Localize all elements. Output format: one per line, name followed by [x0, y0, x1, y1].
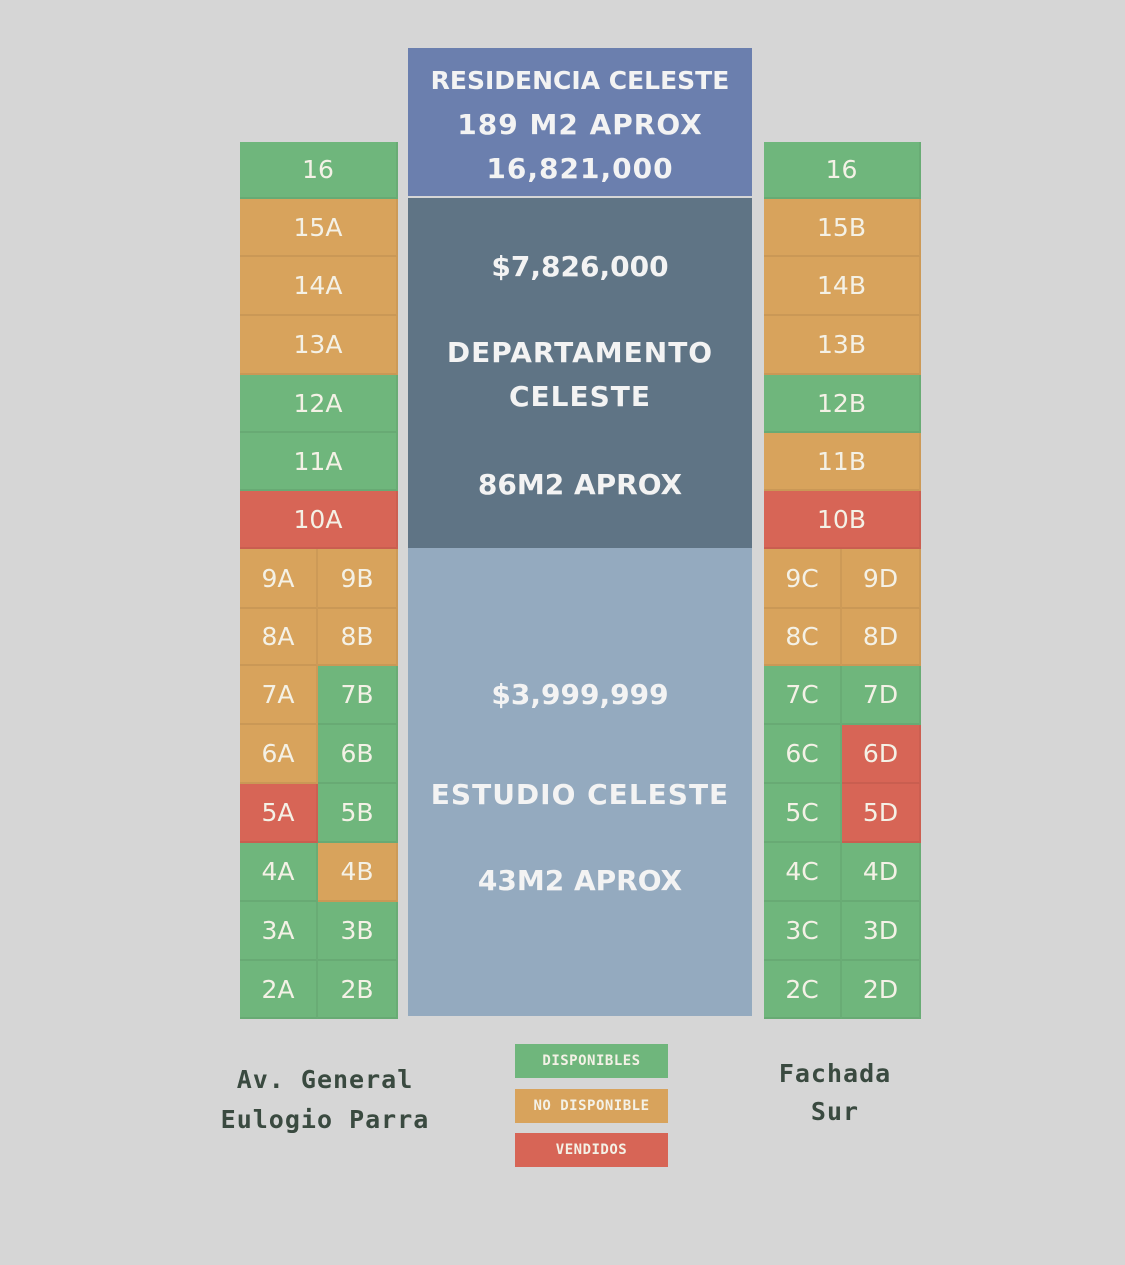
- estudio-celeste-block[interactable]: $3,999,999 ESTUDIO CELESTE 43M2 APROX: [408, 548, 752, 1016]
- legend-disponibles: DISPONIBLES: [515, 1044, 668, 1078]
- left-unit-11a[interactable]: 11A: [240, 433, 398, 491]
- residencia-area: 189 M2 APROX: [457, 108, 703, 141]
- departamento-name-line1: DEPARTAMENTO: [446, 336, 714, 369]
- street-label-line1: Av. General: [236, 1065, 414, 1094]
- right-unit-8d[interactable]: 8D: [842, 609, 921, 666]
- left-unit-8b[interactable]: 8B: [318, 609, 398, 666]
- left-unit-4b[interactable]: 4B: [318, 843, 398, 902]
- estudio-area: 43M2 APROX: [477, 864, 683, 897]
- left-unit-5b[interactable]: 5B: [318, 784, 398, 843]
- right-unit-4d[interactable]: 4D: [842, 843, 921, 902]
- right-unit-3d[interactable]: 3D: [842, 902, 921, 961]
- left-unit-4a[interactable]: 4A: [240, 843, 318, 902]
- left-unit-9b[interactable]: 9B: [318, 549, 398, 609]
- estudio-name: ESTUDIO CELESTE: [430, 778, 730, 811]
- left-unit-5a[interactable]: 5A: [240, 784, 318, 843]
- left-unit-3b[interactable]: 3B: [318, 902, 398, 961]
- right-unit-9d[interactable]: 9D: [842, 549, 921, 609]
- right-unit-10b[interactable]: 10B: [764, 491, 921, 549]
- right-unit-13b[interactable]: 13B: [764, 316, 921, 375]
- facade-label: Fachada Sur: [760, 1055, 910, 1131]
- left-unit-7b[interactable]: 7B: [318, 666, 398, 725]
- residencia-price: 16,821,000: [486, 152, 674, 185]
- departamento-celeste-block[interactable]: $7,826,000 DEPARTAMENTO CELESTE 86M2 APR…: [408, 198, 752, 548]
- left-unit-12a[interactable]: 12A: [240, 375, 398, 433]
- right-unit-8c[interactable]: 8C: [764, 609, 842, 666]
- right-unit-11b[interactable]: 11B: [764, 433, 921, 491]
- right-unit-16[interactable]: 16: [764, 142, 921, 199]
- facade-label-line1: Fachada: [778, 1059, 892, 1088]
- right-unit-12b[interactable]: 12B: [764, 375, 921, 433]
- right-unit-9c[interactable]: 9C: [764, 549, 842, 609]
- left-unit-14a[interactable]: 14A: [240, 257, 398, 316]
- departamento-area: 86M2 APROX: [477, 468, 683, 501]
- departamento-price: $7,826,000: [491, 250, 669, 283]
- left-unit-9a[interactable]: 9A: [240, 549, 318, 609]
- left-unit-6b[interactable]: 6B: [318, 725, 398, 784]
- left-unit-7a[interactable]: 7A: [240, 666, 318, 725]
- estudio-price: $3,999,999: [491, 678, 669, 711]
- left-unit-2a[interactable]: 2A: [240, 961, 318, 1019]
- left-unit-13a[interactable]: 13A: [240, 316, 398, 375]
- right-unit-4c[interactable]: 4C: [764, 843, 842, 902]
- left-unit-15a[interactable]: 15A: [240, 199, 398, 257]
- right-unit-5c[interactable]: 5C: [764, 784, 842, 843]
- departamento-name-line2: CELESTE: [508, 380, 652, 413]
- residencia-name: RESIDENCIA CELESTE: [430, 66, 730, 95]
- right-unit-7d[interactable]: 7D: [842, 666, 921, 725]
- left-unit-3a[interactable]: 3A: [240, 902, 318, 961]
- facade-label-line2: Sur: [810, 1097, 860, 1126]
- left-unit-10a[interactable]: 10A: [240, 491, 398, 549]
- right-unit-2c[interactable]: 2C: [764, 961, 842, 1019]
- legend-vendidos: VENDIDOS: [515, 1133, 668, 1167]
- left-unit-6a[interactable]: 6A: [240, 725, 318, 784]
- right-unit-3c[interactable]: 3C: [764, 902, 842, 961]
- street-label-line2: Eulogio Parra: [220, 1105, 430, 1134]
- residencia-celeste-block[interactable]: RESIDENCIA CELESTE 189 M2 APROX 16,821,0…: [408, 48, 752, 196]
- right-unit-6c[interactable]: 6C: [764, 725, 842, 784]
- right-unit-15b[interactable]: 15B: [764, 199, 921, 257]
- street-label: Av. General Eulogio Parra: [200, 1060, 450, 1140]
- right-unit-14b[interactable]: 14B: [764, 257, 921, 316]
- right-unit-6d[interactable]: 6D: [842, 725, 921, 784]
- right-unit-2d[interactable]: 2D: [842, 961, 921, 1019]
- left-unit-2b[interactable]: 2B: [318, 961, 398, 1019]
- right-unit-5d[interactable]: 5D: [842, 784, 921, 843]
- left-unit-16[interactable]: 16: [240, 142, 398, 199]
- right-unit-7c[interactable]: 7C: [764, 666, 842, 725]
- left-unit-8a[interactable]: 8A: [240, 609, 318, 666]
- legend-no-disponible: NO DISPONIBLE: [515, 1089, 668, 1123]
